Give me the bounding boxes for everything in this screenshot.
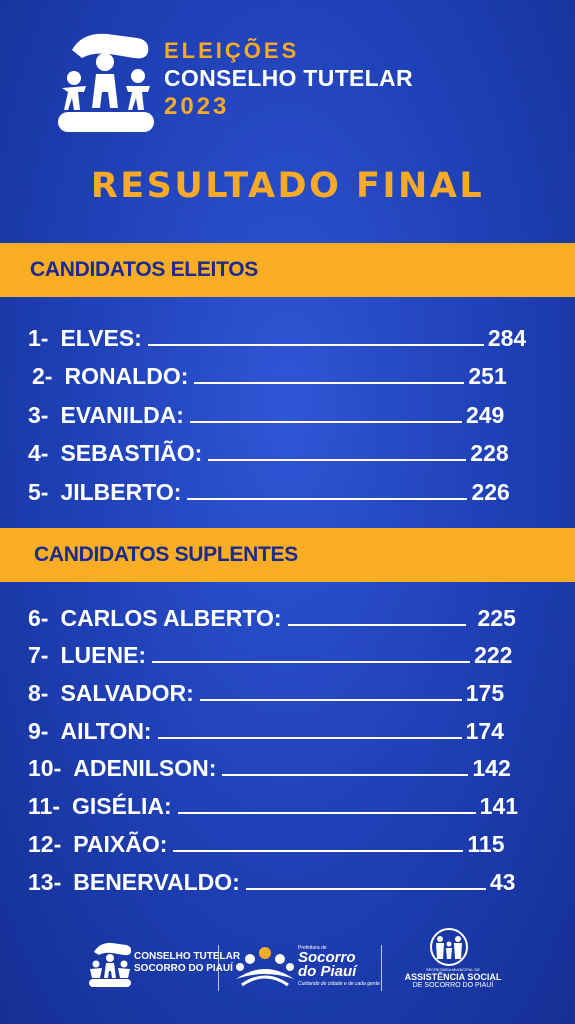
elected-heading: CANDIDATOS ELEITOS	[0, 243, 575, 297]
substitutes-list: 6- CARLOS ALBERTO: 225 7- LUENE: 222 8- SALVA…	[28, 594, 548, 896]
candidate-name: ELVES:	[60, 324, 142, 351]
list-item: 12- PAIXÃO: 115	[28, 820, 548, 858]
rank: 2-	[32, 363, 53, 389]
leader-line	[189, 420, 462, 423]
title-year: 2023	[164, 93, 230, 120]
vote-count: 249	[465, 401, 505, 428]
candidate-name: ADENILSON:	[73, 755, 217, 782]
org3-line1: ASSISTÊNCIA SOCIAL	[404, 972, 502, 982]
elected-list: 1- ELVES: 284 2- RONALDO: 251 3- EVANILDA: 249…	[28, 313, 548, 506]
conselho-tutelar-small-logo-icon	[89, 942, 132, 987]
rank: 8-	[28, 680, 49, 707]
list-item: 4- SEBASTIÃO: 228	[28, 429, 548, 468]
title-line-1: ELEIÇÕES	[164, 38, 300, 63]
leader-line	[194, 382, 465, 384]
org3-line2: DE SOCORRO DO PIAUÍ	[412, 982, 494, 989]
leader-line	[147, 343, 484, 346]
candidate-name: GISÉLIA:	[71, 793, 172, 820]
vote-count: 226	[471, 478, 510, 505]
org2-slogan: Cuidando de cidade e de cada gente	[298, 981, 380, 987]
vote-count: 141	[479, 793, 519, 820]
prefeitura-logo-icon	[236, 947, 294, 987]
rank: 4-	[28, 440, 49, 466]
list-item: 7- LUENE: 222	[28, 632, 548, 670]
conselho-tutelar-footer-label: CONSELHO TUTELAR SOCORRO DO PIAUÍ	[134, 951, 240, 975]
candidate-name: PAIXÃO:	[73, 830, 168, 857]
rank: 1-	[28, 324, 49, 351]
candidate-name: AILTON:	[60, 717, 152, 744]
candidate-name: LUENE:	[60, 642, 147, 669]
footer: CONSELHO TUTELAR SOCORRO DO PIAUÍ Prefei…	[0, 925, 575, 1005]
candidate-name: SEBASTIÃO:	[60, 440, 203, 466]
org3-small: SECRETARIA MUNICIPAL DE	[425, 967, 481, 972]
rank: 5-	[28, 478, 49, 505]
org2-line1: Socorro	[298, 949, 356, 966]
leader-line	[208, 459, 467, 461]
leader-line	[173, 849, 464, 852]
candidate-name: CARLOS ALBERTO:	[60, 604, 282, 631]
leader-line	[187, 497, 468, 500]
candidate-name: EVANILDA:	[60, 401, 184, 428]
divider	[218, 945, 219, 991]
vote-count: 222	[474, 642, 513, 669]
org2-small: Prefeitura de	[298, 945, 327, 951]
leader-line	[157, 736, 462, 739]
rank: 11-	[28, 793, 60, 820]
list-item: 1- ELVES: 284	[28, 313, 548, 352]
vote-count: 225	[477, 604, 516, 631]
rank: 10-	[28, 755, 62, 782]
leader-line	[287, 623, 466, 626]
candidate-name: BENERVALDO:	[73, 868, 240, 895]
list-item: 6- CARLOS ALBERTO: 225	[28, 594, 548, 632]
list-item: 13- BENERVALDO: 43	[28, 858, 548, 896]
rank: 6-	[28, 604, 49, 631]
vote-count: 228	[470, 440, 509, 466]
org2-line2: do Piauí	[298, 963, 357, 980]
org1-line1: CONSELHO TUTELAR	[134, 951, 241, 962]
rank: 9-	[28, 717, 49, 744]
assistencia-social-label: SECRETARIA MUNICIPAL DE ASSISTÊNCIA SOCI…	[398, 967, 508, 989]
election-title: ELEIÇÕES CONSELHO TUTELAR 2023	[164, 38, 413, 122]
leader-line	[222, 774, 469, 777]
conselho-tutelar-logo-icon	[58, 33, 154, 132]
candidate-name: RONALDO:	[64, 363, 189, 389]
list-item: 2- RONALDO: 251	[28, 352, 548, 391]
leader-line	[177, 812, 476, 815]
leader-line	[245, 887, 486, 890]
vote-count: 175	[465, 680, 505, 707]
list-item: 5- JILBERTO: 226	[28, 467, 548, 506]
list-item: 10- ADENILSON: 142	[28, 745, 548, 783]
list-item: 9- AILTON: 174	[28, 707, 548, 745]
org1-line2: SOCORRO DO PIAUÍ	[134, 963, 233, 974]
rank: 3-	[28, 401, 49, 428]
header: ELEIÇÕES CONSELHO TUTELAR 2023	[52, 28, 522, 148]
vote-count: 251	[468, 363, 507, 389]
vote-count: 174	[465, 717, 504, 744]
candidate-name: SALVADOR:	[60, 680, 194, 707]
rank: 12-	[28, 830, 62, 857]
rank: 7-	[28, 642, 49, 669]
vote-count: 115	[467, 830, 505, 857]
main-title: RESULTADO FINAL	[90, 166, 485, 206]
vote-count: 43	[489, 868, 516, 895]
leader-line	[199, 699, 462, 702]
list-item: 3- EVANILDA: 249	[28, 390, 548, 429]
list-item: 8- SALVADOR: 175	[28, 669, 548, 707]
title-line-2: CONSELHO TUTELAR	[164, 65, 413, 91]
rank: 13-	[28, 868, 62, 895]
list-item: 11- GISÉLIA: 141	[28, 782, 548, 820]
divider	[381, 945, 382, 991]
substitutes-heading: CANDIDATOS SUPLENTES	[0, 528, 575, 582]
prefeitura-label: Prefeitura de Socorro do Piauí Cuidando …	[298, 945, 380, 987]
vote-count: 284	[487, 324, 527, 351]
family-logo-icon	[430, 928, 468, 966]
vote-count: 142	[472, 755, 511, 782]
candidate-name: JILBERTO:	[60, 478, 182, 505]
leader-line	[152, 661, 471, 664]
